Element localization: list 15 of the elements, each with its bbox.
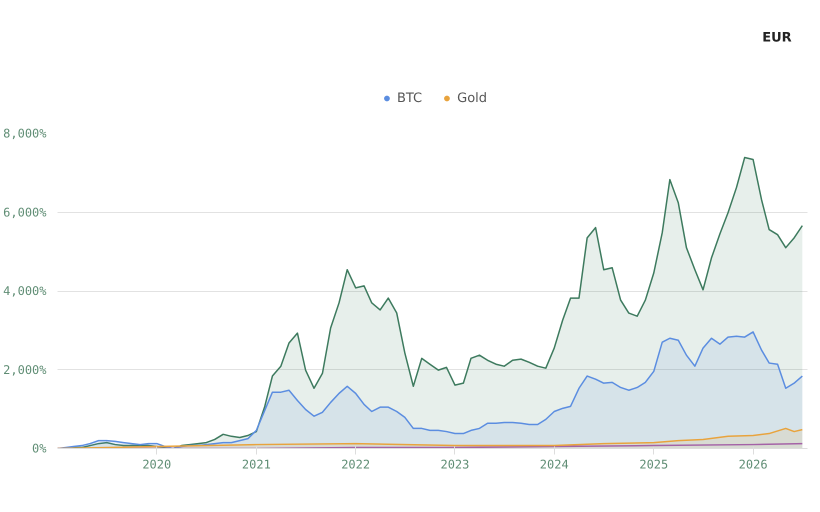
x-tick-label: 2022 — [341, 458, 370, 472]
x-tick-label: 2020 — [142, 458, 172, 472]
y-tick-label: 8,000% — [3, 126, 48, 140]
x-tick-label: 2025 — [639, 458, 668, 472]
y-tick-label: 4,000% — [3, 284, 48, 298]
text: EUR — [762, 30, 792, 46]
x-tick-label: 2021 — [242, 458, 271, 472]
y-tick-label: 2,000% — [3, 362, 48, 377]
x-tick-label: 2024 — [540, 458, 569, 472]
x-tick-label: 2026 — [738, 458, 768, 472]
legend-label: BTC — [396, 90, 422, 106]
y-tick-label: 6,000% — [3, 205, 48, 220]
legend-label: Gold — [457, 90, 488, 106]
x-tick-label: 2023 — [440, 458, 470, 472]
y-tick-label: 0% — [32, 442, 48, 456]
